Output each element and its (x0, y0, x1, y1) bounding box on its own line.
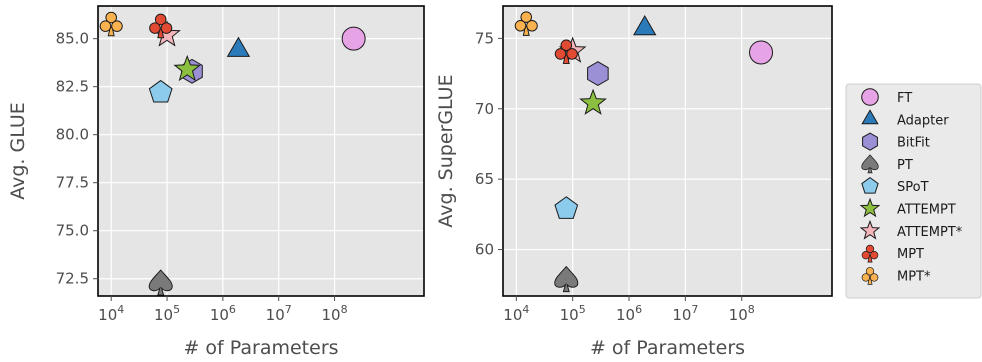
x-tick-label: 104 (98, 303, 124, 324)
y-tick-label: 77.5 (56, 174, 89, 192)
y-tick-label: 80.0 (56, 126, 89, 144)
x-tick-label: 107 (266, 303, 292, 324)
x-tick-label: 108 (729, 303, 755, 324)
point-adapter (226, 36, 251, 57)
point-mpt (554, 39, 578, 65)
legend-label: MPT* (897, 269, 931, 284)
legend-label: Adapter (897, 113, 949, 128)
legend-entry-adapter: Adapter (861, 109, 949, 128)
legend-label: MPT (897, 247, 924, 262)
point-bitfit (587, 61, 609, 87)
legend-label: SPoT (897, 180, 929, 195)
point-mpt (149, 13, 173, 39)
y-tick-label: 75.0 (56, 222, 89, 240)
point-pt (554, 265, 579, 293)
y-axis-label: Avg. SuperGLUE (435, 74, 457, 227)
plot-area (98, 6, 424, 296)
x-tick-label: 108 (322, 303, 348, 324)
legend-entry-mpt: MPT (861, 244, 924, 263)
y-axis-label: Avg. GLUE (7, 102, 29, 200)
point-pt (148, 269, 173, 296)
legend-marker-attempt-star (859, 219, 881, 240)
legend-box (845, 83, 982, 299)
legend-entry-mpt-star: MPT* (861, 267, 931, 285)
legend-marker-adapter (861, 109, 879, 125)
y-tick-label: 75 (475, 29, 494, 47)
y-tick-label: 85.0 (56, 30, 89, 48)
legend-marker-attempt (859, 197, 881, 218)
legend-label: ATTEMPT* (897, 225, 963, 240)
point-attempt (579, 88, 607, 115)
point-attempt (173, 54, 202, 82)
glue-scatter-panel: 104 105 106 107 108 72.5 75.0 77.5 80.0 82.5 85.0 #… (7, 5, 425, 359)
y-tick-label: 72.5 (56, 270, 89, 288)
legend-marker-mpt (861, 244, 879, 263)
chart-legend: FT Adapter BitFit PT SPoT ATTEMPT ATTEMPT* MPT M… (845, 83, 982, 299)
legend-marker-mpt-star (861, 267, 879, 285)
x-tick-label: 106 (616, 303, 642, 324)
legend-label: PT (897, 158, 913, 173)
legend-entry-attempt-star: ATTEMPT* (859, 219, 963, 240)
superglue-scatter-panel: 104 105 106 107 108 60 65 70 75 # of Parameters Av… (435, 5, 833, 359)
point-spot (554, 196, 579, 219)
x-tick-label: 104 (503, 303, 529, 324)
point-mpt-star (514, 11, 538, 36)
legend-entry-attempt: ATTEMPT (859, 197, 956, 218)
legend-entry-spot: SPoT (861, 177, 929, 195)
legend-marker-bitfit (862, 132, 878, 151)
x-tick-label: 105 (560, 303, 586, 324)
legend-label: FT (897, 91, 912, 106)
x-tick-label: 105 (154, 303, 180, 324)
y-tick-label: 60 (475, 241, 494, 259)
legend-marker-pt (861, 154, 879, 174)
y-tick-label: 65 (475, 170, 494, 188)
point-spot (148, 79, 173, 103)
x-tick-label: 107 (672, 303, 698, 324)
plot-frame (502, 5, 833, 297)
point-ft (341, 26, 366, 51)
plot-frame (97, 5, 425, 297)
legend-label: ATTEMPT (897, 203, 956, 218)
y-tick-label: 70 (475, 100, 494, 118)
legend-marker-ft (861, 88, 879, 106)
legend-label: BitFit (897, 136, 930, 151)
legend-entry-bitfit: BitFit (862, 132, 930, 151)
legend-entry-pt: PT (861, 154, 913, 174)
x-tick-label: 106 (210, 303, 236, 324)
legend-marker-spot (861, 177, 879, 194)
point-ft (749, 40, 774, 65)
point-mpt-star (99, 11, 123, 37)
point-adapter (633, 15, 657, 36)
y-tick-label: 82.5 (56, 78, 89, 96)
plot-area (503, 6, 832, 296)
x-axis-label: # of Parameters (590, 337, 745, 359)
x-axis-label: # of Parameters (183, 337, 338, 359)
legend-entry-ft: FT (861, 88, 912, 106)
